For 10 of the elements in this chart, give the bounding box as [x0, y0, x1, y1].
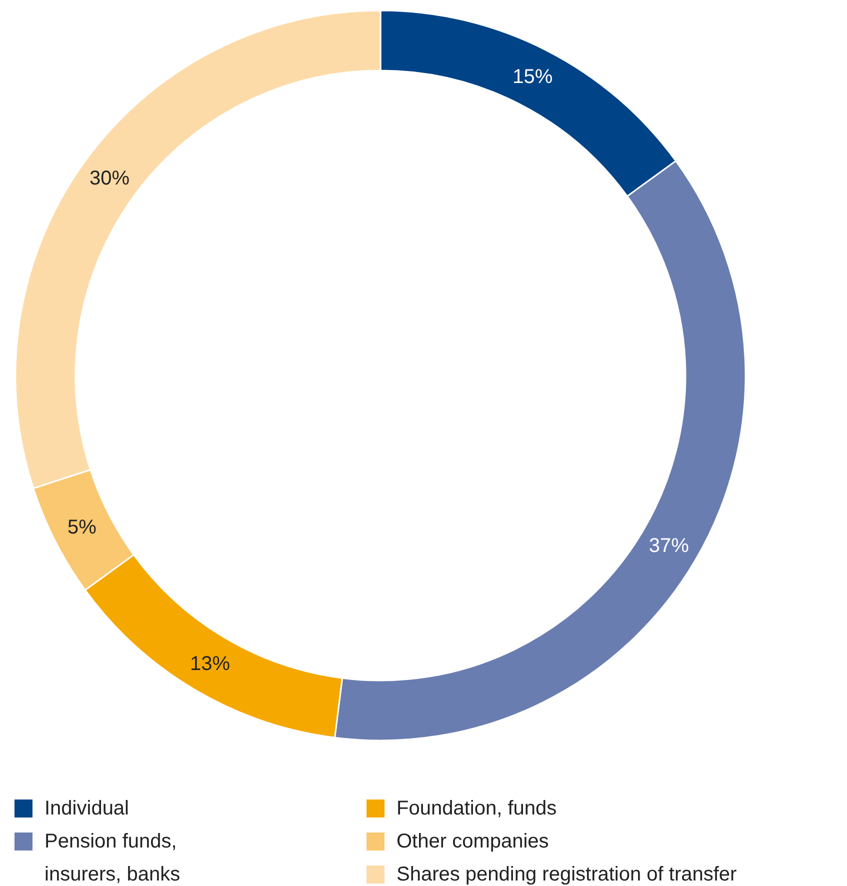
data-label: 15% — [512, 66, 553, 88]
data-label: 30% — [89, 168, 130, 190]
data-label: 37% — [648, 535, 690, 558]
legend-label: Individual — [44, 798, 130, 820]
data-label: 13% — [190, 652, 230, 675]
legend-label: Pension funds, insurers, banks — [44, 830, 180, 886]
legend-label: Shares pending registration of transfer — [396, 864, 738, 886]
legend-label: Other companies — [396, 830, 549, 852]
data-label: 5% — [68, 516, 97, 539]
legend-label: Foundation, funds — [396, 798, 557, 820]
